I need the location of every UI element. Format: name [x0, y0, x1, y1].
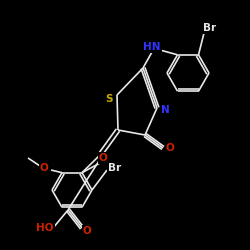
- Text: Br: Br: [108, 163, 122, 173]
- Text: S: S: [105, 94, 113, 104]
- Text: O: O: [166, 143, 174, 153]
- Text: HO: HO: [36, 223, 54, 233]
- Text: O: O: [82, 226, 92, 236]
- Text: N: N: [160, 105, 170, 115]
- Text: HN: HN: [143, 42, 161, 52]
- Text: O: O: [98, 153, 108, 163]
- Text: O: O: [40, 163, 48, 173]
- Text: Br: Br: [204, 23, 216, 33]
